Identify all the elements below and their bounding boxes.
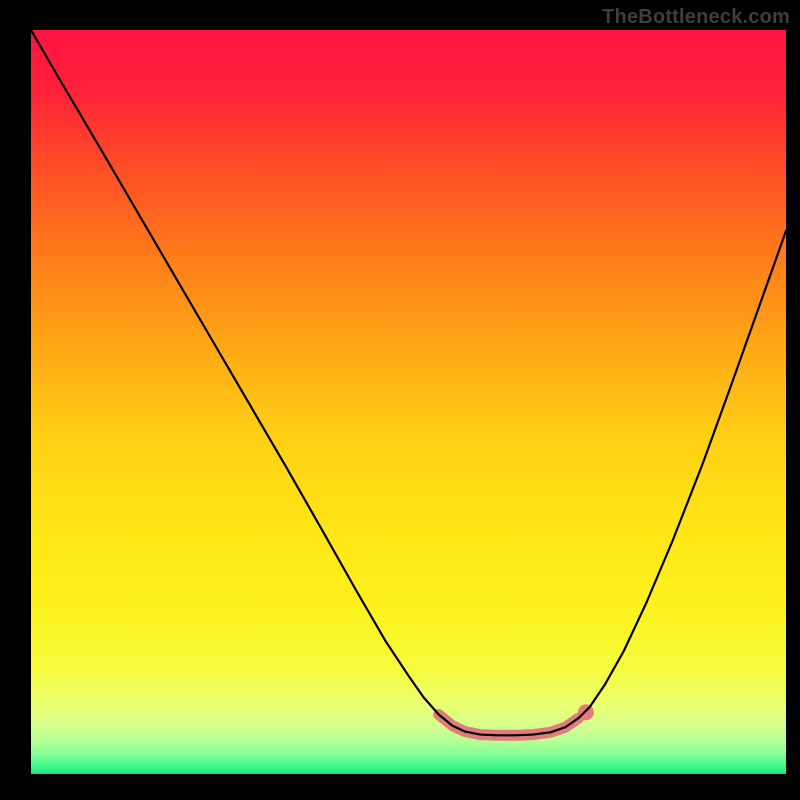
watermark-text: TheBottleneck.com [602,6,790,29]
chart-frame: TheBottleneck.com [0,0,800,800]
bottleneck-curve [31,30,786,774]
plot-area [31,30,786,774]
marker-band-path [439,714,579,735]
curve-path [31,30,786,735]
